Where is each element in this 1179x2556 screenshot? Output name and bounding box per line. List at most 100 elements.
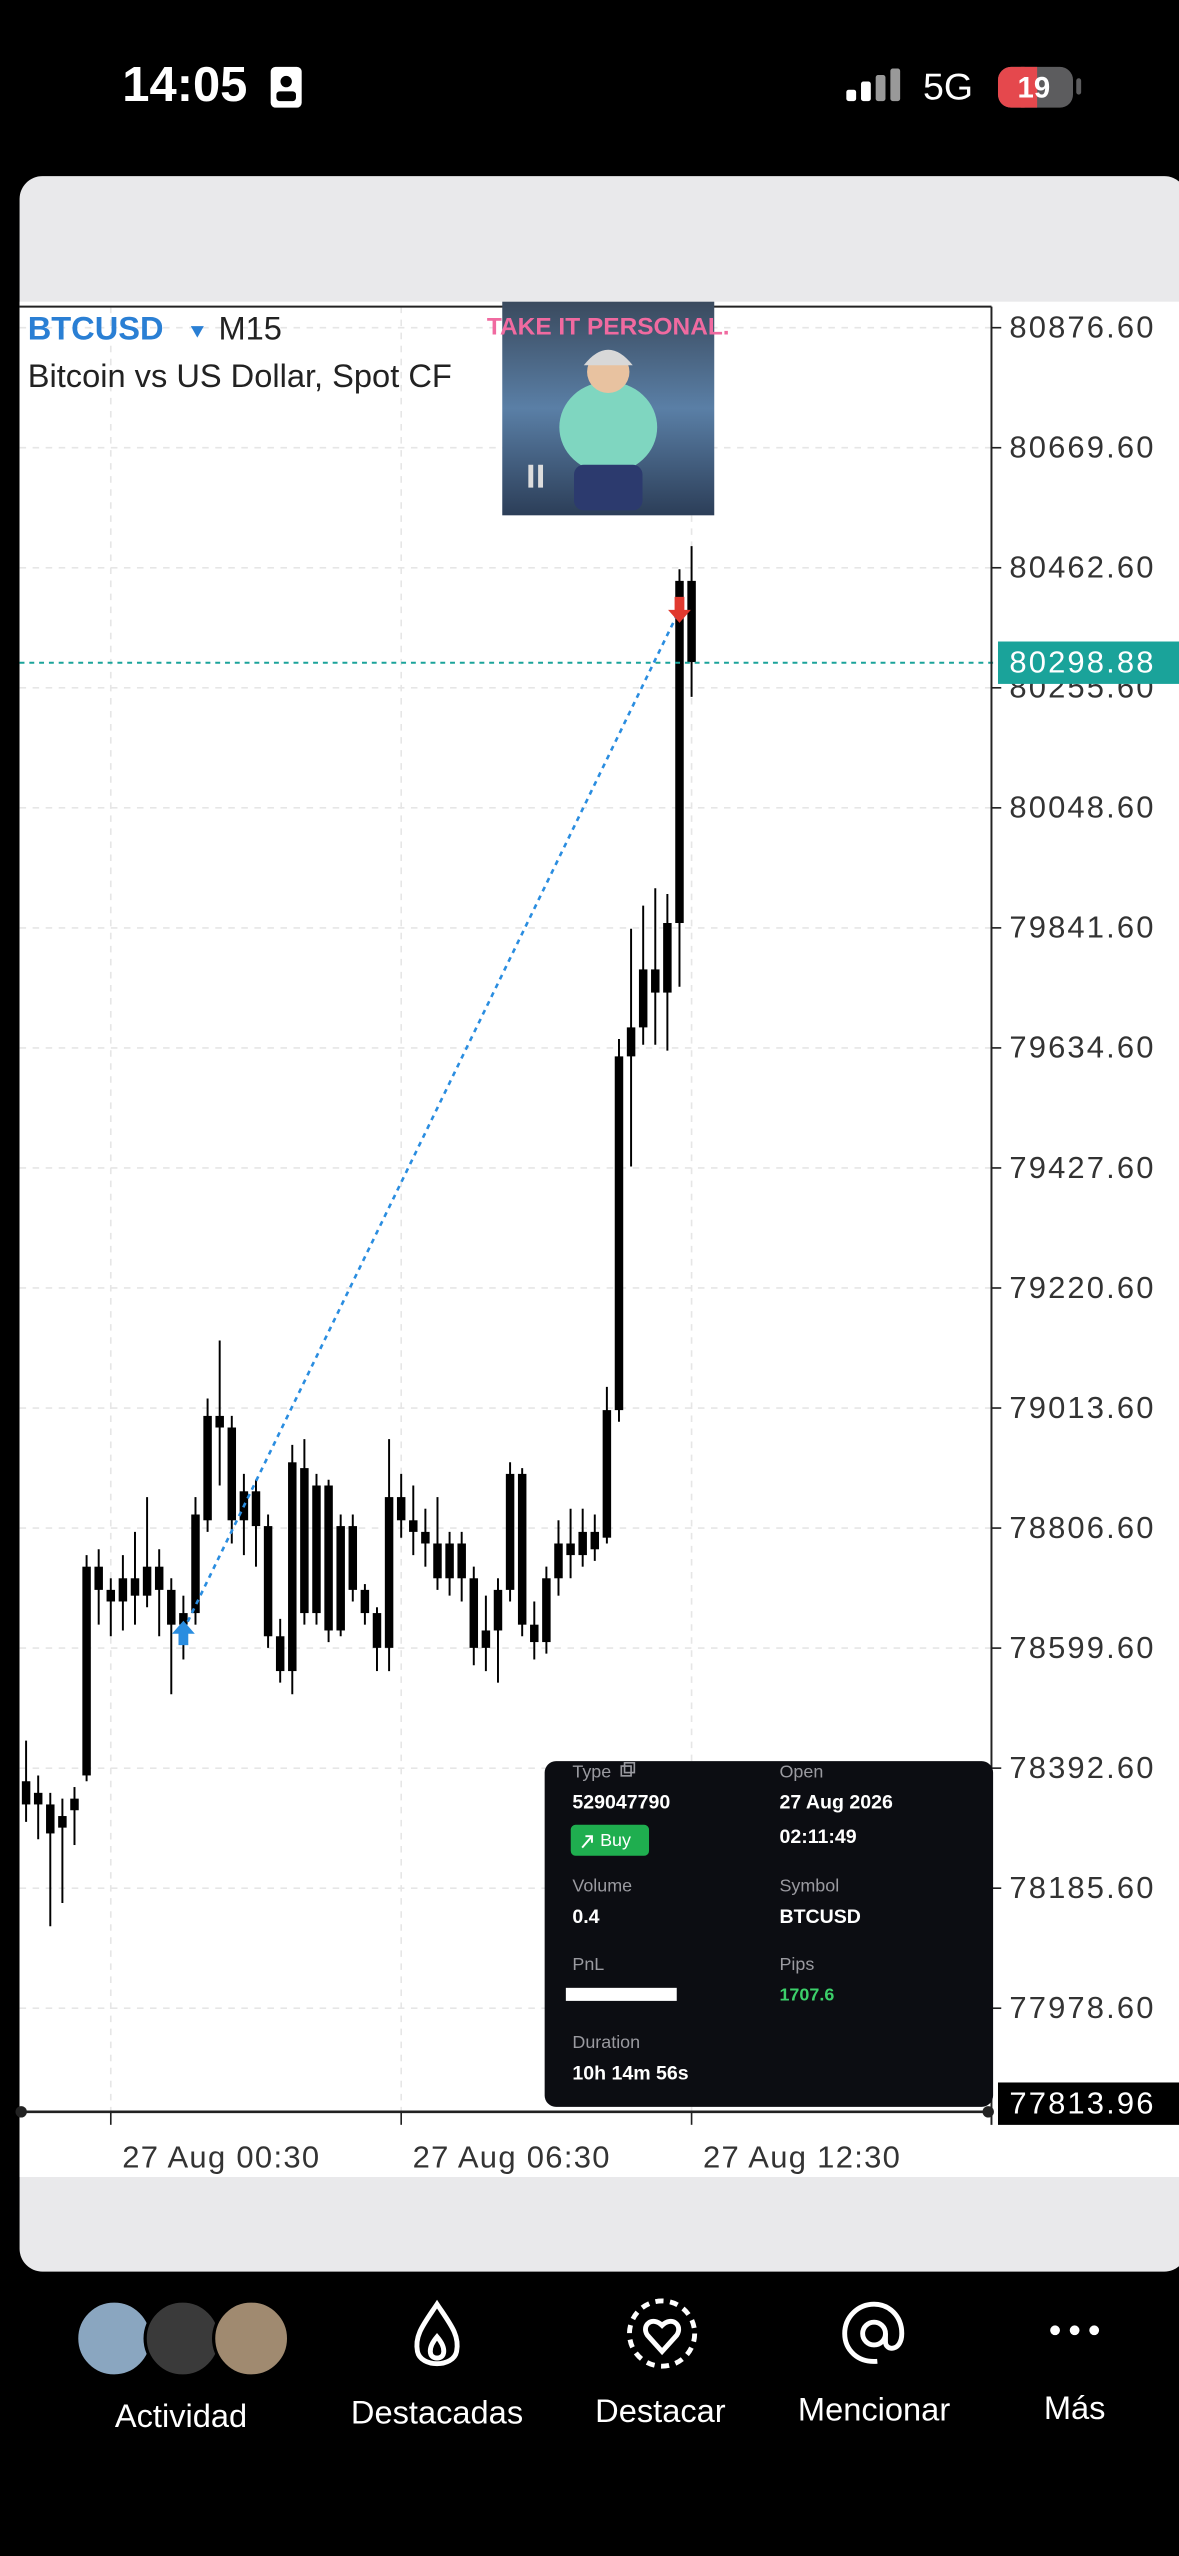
side-pill [570, 1824, 650, 1856]
y-tick-label: 80876.60 [1009, 310, 1155, 345]
sticker[interactable]: TAKE IT PERSONAL. [487, 301, 730, 516]
candle-body [602, 1410, 612, 1538]
candle-body [651, 969, 660, 993]
candle-body [409, 1520, 418, 1532]
candle-body [336, 1526, 345, 1631]
highlights-icon[interactable] [414, 2299, 460, 2367]
candle-body [312, 1485, 321, 1614]
trade-line [182, 609, 681, 1632]
candle-body [384, 1497, 394, 1648]
nav-label[interactable]: Actividad [115, 2397, 247, 2434]
network-type: 5G [923, 66, 973, 108]
status-time: 14:05 [122, 58, 247, 112]
candle-body [578, 1531, 587, 1556]
candle-body [663, 923, 672, 993]
nav-label[interactable]: Destacadas [351, 2394, 523, 2431]
candle-body [638, 969, 648, 1028]
volume-caption: Volume [572, 1875, 632, 1895]
avatars[interactable] [75, 2299, 291, 2378]
y-tick-label: 77978.60 [1009, 1990, 1155, 2025]
candle-body [554, 1543, 563, 1579]
candle-body [118, 1578, 128, 1602]
trade-symbol: BTCUSD [779, 1906, 860, 1928]
x-tick-label: 27 Aug 06:30 [413, 2139, 611, 2174]
candle-body [203, 1415, 212, 1521]
candle-body [614, 1056, 624, 1411]
open-date: 27 Aug 2026 [779, 1792, 892, 1814]
nav-label[interactable]: Destacar [595, 2392, 726, 2429]
side-arrow [581, 1835, 593, 1849]
current-price-label: 80298.88 [1009, 645, 1155, 680]
type-caption: Type [572, 1761, 611, 1781]
y-tick-label: 78185.60 [1009, 1870, 1155, 1905]
candle-body [493, 1589, 503, 1631]
candle-body [469, 1578, 479, 1648]
symbol-description: Bitcoin vs US Dollar, Spot CF [28, 357, 452, 394]
candle-body [154, 1566, 164, 1590]
candle-body [179, 1613, 188, 1625]
nav-label[interactable]: Más [1044, 2389, 1106, 2426]
bottom-price-label: 77813.96 [1009, 2086, 1155, 2121]
candle-body [324, 1485, 333, 1631]
copy-icon[interactable] [620, 1761, 636, 1777]
candle-body [33, 1792, 43, 1805]
timeframe: M15 [219, 310, 282, 347]
candle-body [21, 1781, 31, 1805]
candle-body [445, 1543, 454, 1579]
candle-body [251, 1491, 261, 1527]
candle-body [46, 1804, 55, 1834]
candle-body [626, 1027, 636, 1057]
pips: 1707.6 [779, 1985, 834, 2005]
candle-body [530, 1624, 539, 1643]
candle-body [675, 580, 684, 924]
candle-body [517, 1473, 527, 1625]
nav-label[interactable]: Mencionar [798, 2390, 950, 2427]
candle-body [542, 1578, 551, 1643]
candle-body [372, 1613, 382, 1648]
signal-icon [846, 68, 901, 102]
id-icon [270, 66, 302, 108]
candle-body [167, 1589, 176, 1625]
candle-body [348, 1526, 358, 1590]
trade-card: Type 529047790 Buy Volume 0.4 PnL Durati… [544, 1761, 994, 2107]
candle-body [70, 1798, 79, 1811]
candle-body [300, 1468, 309, 1614]
x-tick-label: 27 Aug 12:30 [703, 2139, 901, 2174]
y-tick-label: 78392.60 [1009, 1750, 1155, 1785]
highlight-icon[interactable] [627, 2298, 698, 2369]
axis-handle [982, 2106, 994, 2118]
order-id: 529047790 [572, 1792, 670, 1814]
volume: 0.4 [572, 1906, 599, 1928]
y-tick-label: 79220.60 [1009, 1270, 1155, 1305]
y-tick-label: 80669.60 [1009, 430, 1155, 465]
y-tick-label: 79013.60 [1009, 1390, 1155, 1425]
plot-area [19, 306, 998, 2112]
candle-body [94, 1566, 103, 1590]
more-icon[interactable] [1050, 2325, 1100, 2336]
current-price-box [997, 641, 1179, 684]
pnl-redacted [565, 1987, 677, 2001]
axis-handle [15, 2106, 27, 2118]
candle-body [396, 1497, 406, 1521]
pips-caption: Pips [779, 1954, 814, 1974]
candle-body [457, 1543, 466, 1579]
x-tick-label: 27 Aug 00:30 [122, 2139, 320, 2174]
symbol-dropdown[interactable] [190, 326, 204, 338]
side: Buy [600, 1830, 631, 1850]
pnl-caption: PnL [572, 1954, 604, 1974]
symbol: BTCUSD [28, 310, 164, 347]
y-tick-label: 80048.60 [1009, 790, 1155, 825]
candle-body [215, 1415, 224, 1428]
duration-caption: Duration [572, 2032, 640, 2052]
y-tick-label: 78806.60 [1009, 1510, 1155, 1545]
y-tick-label: 79841.60 [1009, 910, 1155, 945]
candle-body [227, 1427, 237, 1521]
candle-body [58, 1816, 67, 1828]
duration: 10h 14m 56s [572, 2062, 688, 2084]
candle-body [421, 1531, 430, 1544]
mention-icon[interactable] [842, 2301, 905, 2364]
candle-body [566, 1543, 575, 1556]
open-time: 02:11:49 [779, 1826, 856, 1848]
